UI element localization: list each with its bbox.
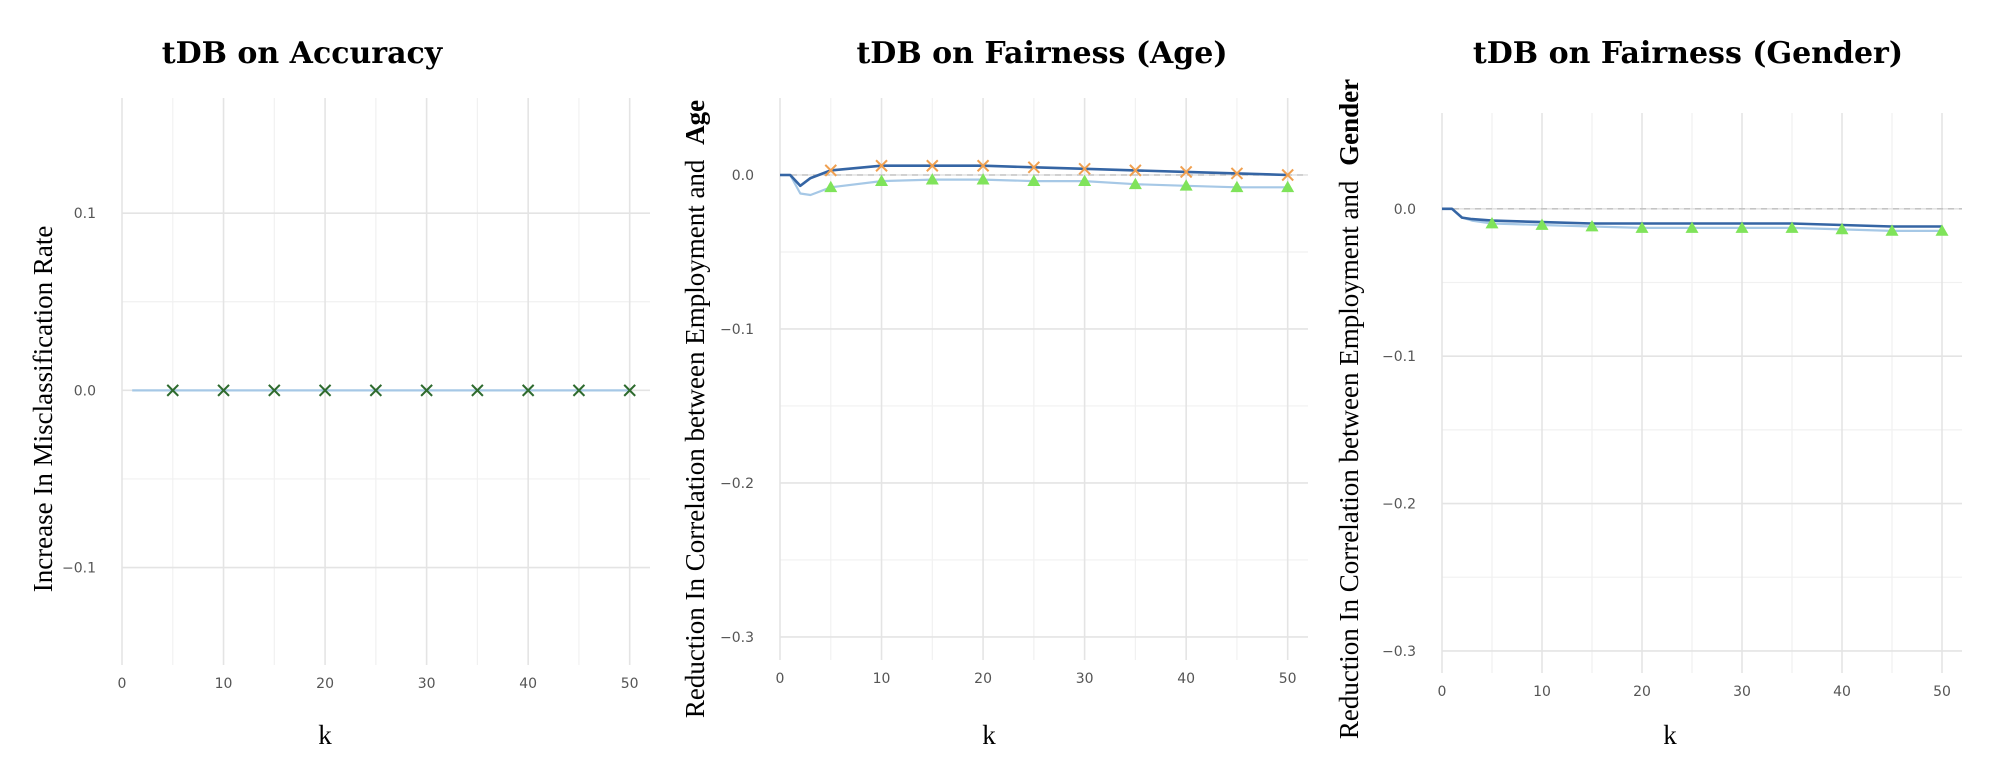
chart-title: tDB on Accuracy — [162, 36, 444, 71]
x-tick-label: 30 — [418, 676, 436, 692]
triangle-marker — [1078, 174, 1092, 187]
panel-fairness-age: tDB on Fairness (Age) Reduction In Corre… — [680, 36, 1308, 750]
x-axis-label: k — [1663, 720, 1677, 750]
panel-accuracy: tDB on Accuracy Increase In Misclassific… — [28, 36, 650, 750]
triangle-marker — [1935, 224, 1949, 236]
y-tick-label: 0.0 — [74, 383, 96, 399]
x-marker — [166, 384, 179, 397]
y-axis-label-emphasis: Age — [680, 100, 710, 145]
chart-title: tDB on Fairness (Gender) — [1473, 36, 1903, 71]
triangle-marker — [976, 173, 990, 185]
x-marker — [1078, 162, 1091, 176]
triangle-marker — [1027, 174, 1041, 187]
x-tick-label: 40 — [1177, 671, 1195, 687]
y-tick-label: 0.1 — [74, 206, 96, 222]
y-tick-label: −0.3 — [1382, 644, 1416, 660]
x-marker — [1230, 167, 1244, 180]
x-tick-label: 50 — [621, 676, 639, 692]
panel-fairness-gender: tDB on Fairness (Gender) Reduction In Co… — [1334, 36, 1962, 750]
plot-area: 0 10 20 30 40 50 0.1 0.0 −0.1 — [62, 98, 650, 692]
triangle-marker — [875, 174, 889, 187]
x-tick-label: 0 — [118, 676, 127, 692]
x-marker — [471, 384, 484, 397]
triangle-marker — [1230, 180, 1244, 193]
triangle-marker — [1685, 221, 1699, 233]
y-tick-label: −0.3 — [720, 630, 754, 646]
y-tick-label: −0.1 — [1382, 349, 1416, 365]
y-axis-label: Reduction In Correlation between Employm… — [680, 100, 710, 718]
x-marker — [875, 159, 888, 172]
x-marker — [926, 159, 939, 172]
x-tick-label: 10 — [1533, 684, 1551, 700]
x-marker — [1129, 164, 1142, 177]
triangle-marker — [1585, 219, 1599, 232]
x-tick-label: 30 — [1076, 671, 1094, 687]
y-axis-label-text: Reduction In Correlation between Employm… — [1334, 180, 1364, 739]
triangle-marker — [1281, 180, 1295, 193]
x-marker — [369, 384, 383, 397]
triangle-marker — [824, 180, 838, 193]
x-axis-label: k — [982, 720, 996, 750]
triangle-marker — [1885, 224, 1899, 236]
y-tick-label: −0.1 — [62, 561, 96, 577]
x-tick-label: 20 — [1633, 684, 1651, 700]
x-marker — [420, 384, 433, 397]
triangle-marker — [1179, 179, 1193, 191]
y-tick-label: −0.1 — [720, 322, 754, 338]
y-tick-label: −0.2 — [1382, 497, 1416, 513]
x-marker — [318, 384, 332, 397]
y-tick-label: −0.2 — [720, 476, 754, 492]
series-line — [780, 164, 1288, 188]
triangle-marker — [1835, 222, 1849, 235]
x-marker — [976, 159, 990, 172]
y-axis-label: Increase In Misclassification Rate — [28, 226, 58, 593]
x-marker — [268, 384, 281, 397]
y-tick-label: 0.0 — [732, 168, 754, 184]
y-tick-label: 0.0 — [1394, 202, 1416, 218]
x-axis-label: k — [318, 720, 332, 750]
x-marker — [521, 384, 535, 397]
x-marker — [623, 384, 636, 397]
y-axis-label: Reduction In Correlation between Employm… — [1334, 79, 1364, 739]
x-tick-label: 10 — [873, 671, 891, 687]
x-marker — [824, 164, 837, 177]
x-marker — [572, 384, 586, 397]
x-marker — [1281, 168, 1294, 182]
x-marker — [1027, 161, 1041, 174]
y-axis-label-emphasis: Gender — [1334, 79, 1364, 166]
plot-area: 0 10 20 30 40 50 0.0 −0.1 −0.2 −0.3 — [720, 98, 1308, 687]
triangle-marker — [1785, 221, 1799, 233]
x-tick-label: 50 — [1933, 684, 1951, 700]
x-tick-label: 0 — [776, 671, 785, 687]
x-tick-label: 10 — [215, 676, 233, 692]
series-line — [780, 173, 1288, 197]
triangle-marker — [1128, 177, 1142, 190]
x-tick-label: 50 — [1279, 671, 1297, 687]
x-tick-label: 0 — [1438, 684, 1447, 700]
triangle-marker — [1635, 221, 1649, 233]
x-tick-label: 20 — [974, 671, 992, 687]
x-tick-label: 40 — [519, 676, 537, 692]
x-marker — [217, 384, 230, 397]
chart-title: tDB on Fairness (Age) — [856, 36, 1227, 71]
y-axis-label-text: Reduction In Correlation between Employm… — [680, 159, 710, 718]
triangle-marker — [1535, 218, 1549, 230]
x-tick-label: 30 — [1733, 684, 1751, 700]
triangle-marker — [1735, 221, 1749, 233]
x-marker — [1179, 165, 1193, 179]
triangle-marker — [925, 173, 939, 185]
plot-area: 0 10 20 30 40 50 0.0 −0.1 −0.2 −0.3 — [1382, 113, 1962, 700]
x-tick-label: 40 — [1833, 684, 1851, 700]
x-tick-label: 20 — [316, 676, 334, 692]
series-line — [1442, 207, 1942, 228]
triangle-marker — [1485, 217, 1499, 229]
